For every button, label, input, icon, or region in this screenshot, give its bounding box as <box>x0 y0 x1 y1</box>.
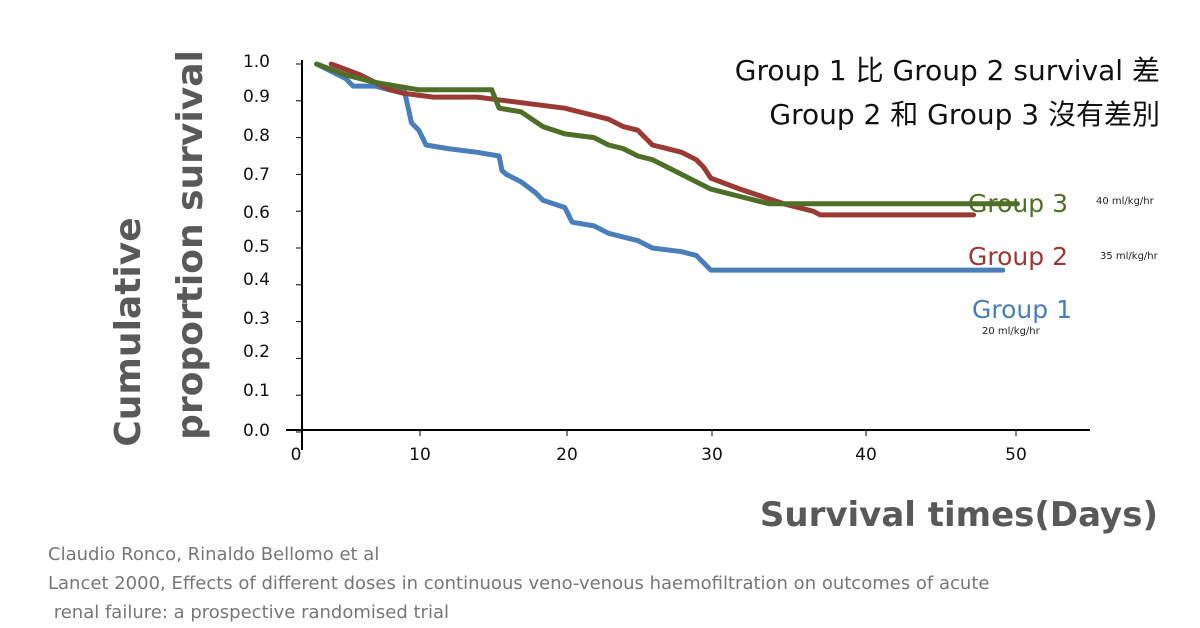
citation-line-1: Claudio Ronco, Rinaldo Bellomo et al <box>48 544 379 565</box>
series-layer <box>314 61 1020 273</box>
y-tick-label: 0.7 <box>243 165 270 185</box>
x-tick-labels: 0 10 20 30 40 50 <box>291 445 1027 465</box>
chart-title-line-1: Group 1 比 Group 2 survival 差 <box>735 54 1160 87</box>
y-tick-label: 1.0 <box>243 52 270 72</box>
y-tick-labels: 1.0 0.9 0.8 0.7 0.6 0.5 0.4 0.3 0.2 0.1 0.0 <box>243 52 270 441</box>
group-3-dose: 40 ml/kg/hr <box>1096 196 1155 207</box>
x-tick-label: 30 <box>701 445 723 465</box>
y-tick-marks <box>296 63 302 433</box>
x-tick-label: 20 <box>556 445 578 465</box>
x-tick-label: 50 <box>1005 445 1027 465</box>
y-tick-label: 0.8 <box>243 126 270 146</box>
citation-line-3: renal failure: a prospective randomised … <box>48 602 449 623</box>
y-axis-label-line-1: Cumulative <box>108 217 149 446</box>
y-tick-label: 0.4 <box>243 270 270 290</box>
group-1-dose: 20 ml/kg/hr <box>982 326 1041 337</box>
y-tick-label: 0.0 <box>243 421 270 441</box>
x-axis-label: Survival times(Days) <box>760 495 1158 535</box>
x-tick-label: 0 <box>291 445 302 465</box>
group-2-dose: 35 ml/kg/hr <box>1100 251 1159 262</box>
chart-title-line-2: Group 2 和 Group 3 沒有差別 <box>769 98 1160 131</box>
y-tick-label: 0.9 <box>243 87 270 107</box>
group-1-label: Group 1 <box>972 295 1072 324</box>
group-2-label: Group 2 <box>968 242 1068 271</box>
group-3-label: Group 3 <box>968 189 1068 218</box>
x-tick-marks <box>419 430 1017 436</box>
citation-line-2: Lancet 2000, Effects of different doses … <box>48 573 989 594</box>
x-tick-label: 10 <box>409 445 431 465</box>
y-tick-label: 0.2 <box>243 342 270 362</box>
y-tick-label: 0.1 <box>243 381 270 401</box>
series-line-group-3 <box>314 61 1020 207</box>
x-tick-label: 40 <box>855 445 877 465</box>
y-tick-label: 0.3 <box>243 309 270 329</box>
y-tick-label: 0.6 <box>243 203 270 223</box>
y-axis-label-line-2: proportion survival <box>170 50 211 440</box>
y-tick-label: 0.5 <box>243 237 270 257</box>
